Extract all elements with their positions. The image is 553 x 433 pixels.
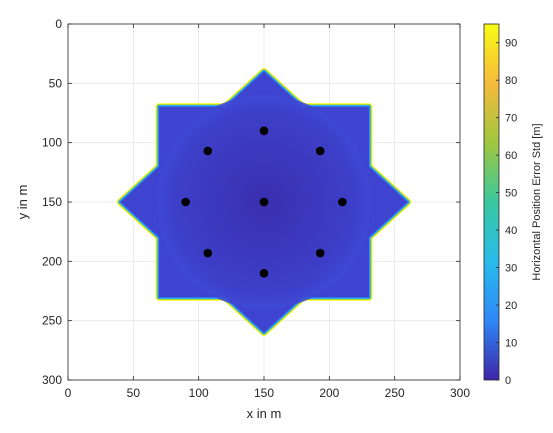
- y-axis-label: y in m: [15, 185, 30, 220]
- colorbar-ticks: 0 10 20 30 40 50 60 70 80 90: [496, 38, 517, 387]
- anchor-point: [315, 248, 325, 258]
- colorbar-tick-label: 10: [505, 338, 517, 350]
- anchor-point: [203, 146, 213, 156]
- x-tick-label: 300: [450, 386, 470, 400]
- colorbar-tick-label: 60: [505, 150, 517, 162]
- x-axis-label: x in m: [247, 406, 282, 421]
- x-tick-label: 250: [385, 386, 405, 400]
- anchor-point: [338, 197, 347, 207]
- y-axis-ticks: 0 50 100 150 200 250 300: [42, 17, 460, 387]
- colorbar-tick-label: 90: [505, 38, 517, 50]
- x-tick-label: 100: [189, 386, 209, 400]
- colorbar-tick-label: 70: [505, 113, 517, 125]
- colorbar-tick-label: 50: [505, 188, 517, 200]
- anchor-point: [181, 197, 190, 207]
- colorbar-tick-label: 20: [505, 300, 517, 312]
- colorbar-label: Horizontal Position Error Std [m]: [531, 123, 543, 280]
- anchor-point: [259, 197, 269, 207]
- x-tick-label: 200: [319, 386, 339, 400]
- y-tick-label: 100: [42, 136, 62, 150]
- x-tick-label: 0: [65, 386, 72, 400]
- y-tick-label: 200: [42, 254, 62, 268]
- x-tick-label: 150: [254, 386, 274, 400]
- colorbar-tick-label: 80: [505, 75, 517, 87]
- colorbar-tick-label: 0: [505, 375, 511, 387]
- colorbar-tick-label: 30: [505, 263, 517, 275]
- y-tick-label: 300: [42, 373, 62, 387]
- anchor-point: [259, 268, 269, 278]
- colorbar: [483, 23, 500, 381]
- y-tick-label: 0: [55, 17, 62, 31]
- x-tick-label: 50: [127, 386, 141, 400]
- y-tick-label: 150: [42, 195, 62, 209]
- y-tick-label: 250: [42, 314, 62, 328]
- anchor-points: [181, 126, 347, 278]
- anchor-point: [203, 248, 213, 258]
- colorbar-tick-label: 40: [505, 225, 517, 237]
- anchor-point: [259, 126, 269, 136]
- anchor-point: [315, 146, 325, 156]
- y-tick-label: 50: [49, 76, 63, 90]
- x-axis-ticks: 0 50 100 150 200 250 300: [65, 24, 470, 400]
